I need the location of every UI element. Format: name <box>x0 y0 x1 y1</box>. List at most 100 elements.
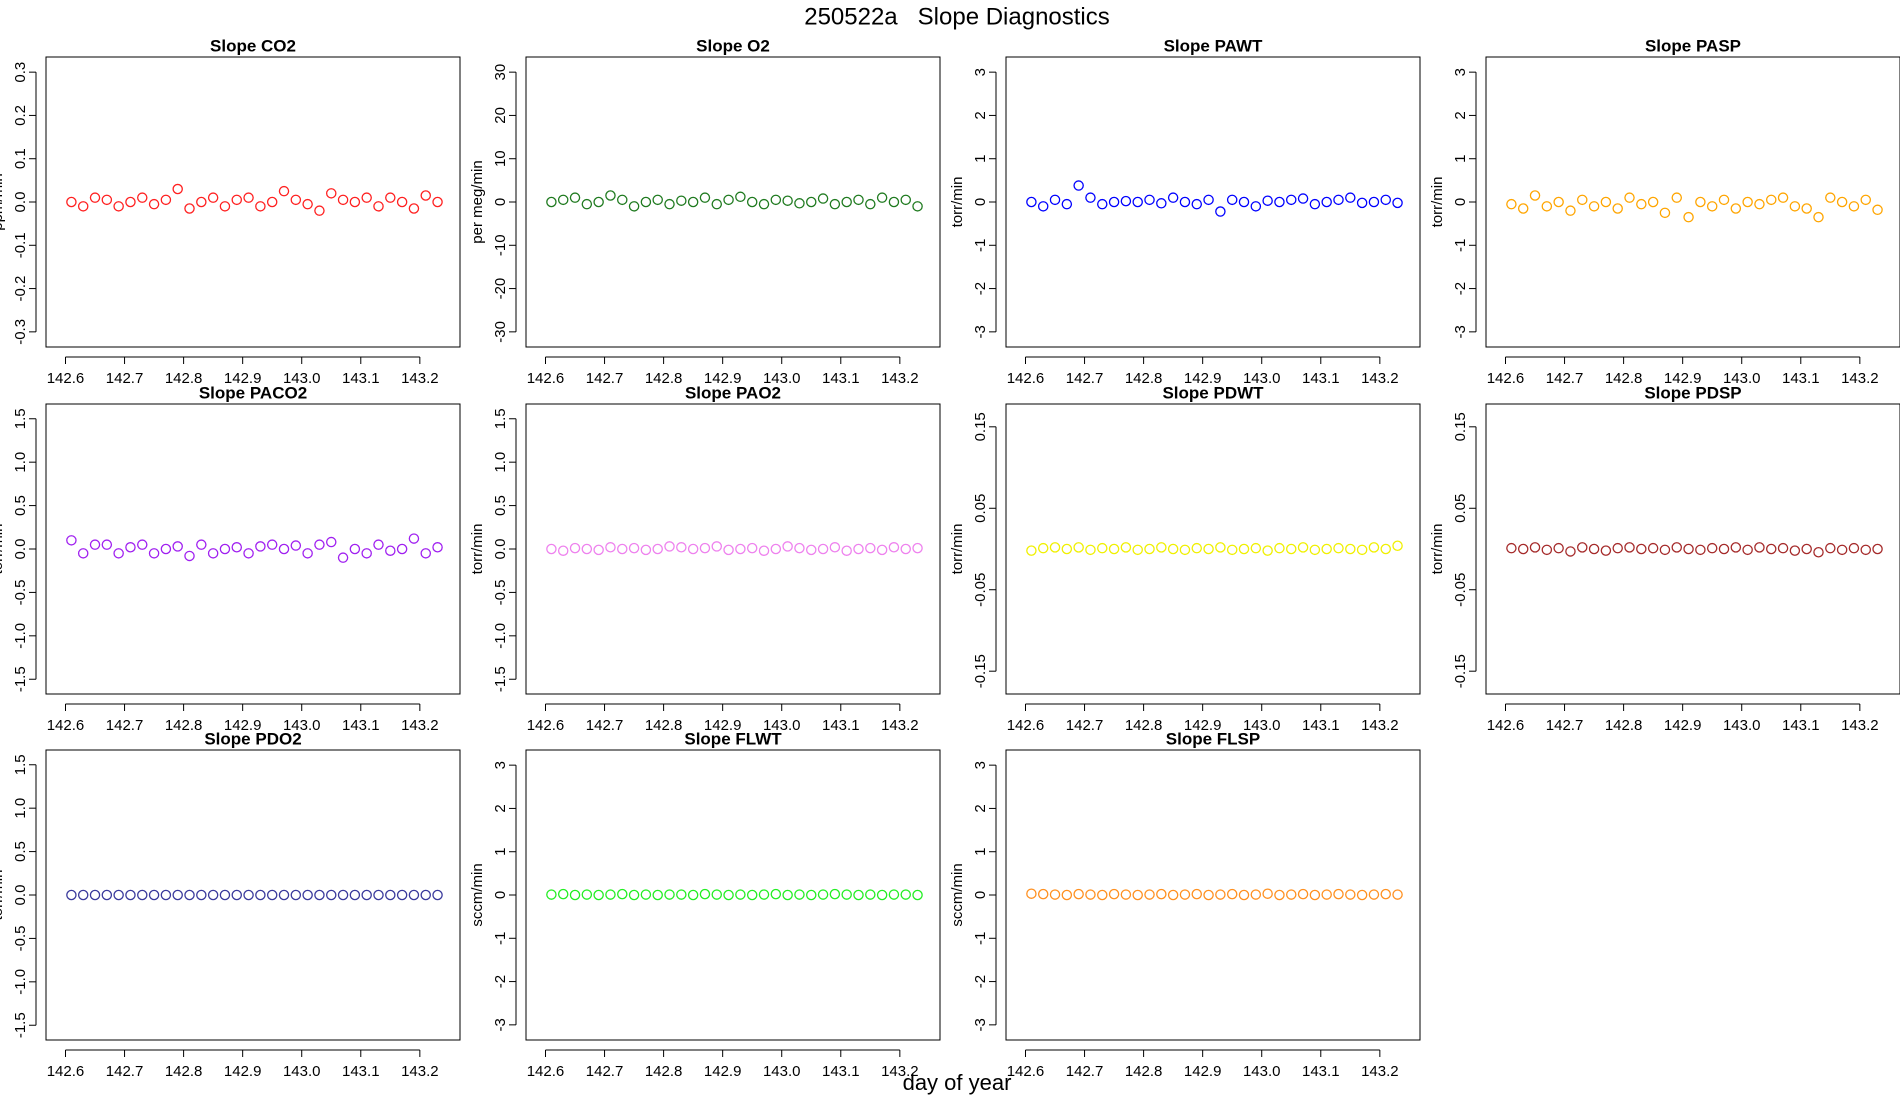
point <box>184 550 195 562</box>
point <box>1309 544 1321 556</box>
point <box>865 889 876 900</box>
x-tick-label: 143.1 <box>1302 717 1340 734</box>
point <box>664 889 675 900</box>
y-tick-label: 0 <box>1452 198 1469 206</box>
point <box>1262 195 1273 206</box>
y-axis-label: torr/min <box>949 524 966 575</box>
point <box>1085 544 1096 556</box>
point <box>1368 196 1380 208</box>
point <box>664 541 675 552</box>
panel: Slope O2 per meg/min 142.6 142.7 142.8 142.9 1… <box>469 36 941 387</box>
x-tick-label: 142.8 <box>1125 717 1163 734</box>
point <box>1671 542 1683 553</box>
plot-frame <box>1485 56 1900 348</box>
point <box>408 889 420 901</box>
point <box>1120 889 1132 900</box>
point <box>337 889 349 901</box>
point <box>699 542 711 554</box>
x-tick-label: 142.6 <box>527 1063 565 1080</box>
point <box>385 545 396 556</box>
point <box>829 888 841 900</box>
point <box>326 536 337 548</box>
point <box>782 541 793 552</box>
point <box>617 194 628 206</box>
point <box>1683 211 1694 223</box>
point <box>735 543 746 555</box>
y-tick-label: -3 <box>972 1018 989 1031</box>
x-tick-label: 142.7 <box>1546 717 1584 734</box>
x-tick-label: 143.0 <box>283 370 321 387</box>
point <box>1262 888 1273 899</box>
point <box>1541 544 1553 556</box>
point <box>349 196 361 208</box>
point <box>125 542 136 553</box>
point <box>806 544 817 556</box>
x-tick-label: 142.9 <box>1664 717 1702 734</box>
point <box>1766 194 1777 206</box>
point <box>1061 543 1073 555</box>
point <box>699 192 711 203</box>
point <box>266 539 278 550</box>
point <box>1167 543 1179 555</box>
x-tick-label: 143.0 <box>763 370 801 387</box>
point <box>652 543 663 555</box>
x-tick-label: 143.0 <box>1243 370 1281 387</box>
point <box>770 888 782 900</box>
point <box>243 548 254 559</box>
x-tick-label: 143.1 <box>1782 370 1820 387</box>
point <box>160 194 172 206</box>
y-tick-label: 1.5 <box>12 408 29 429</box>
point <box>876 544 888 556</box>
x-tick-label: 143.2 <box>1361 370 1399 387</box>
y-tick-label: -0.5 <box>492 579 509 605</box>
point <box>1203 194 1214 206</box>
point <box>888 542 900 553</box>
point <box>1026 888 1037 899</box>
panel: Slope FLSP sccm/min 142.6 142.7 142.8 142.9 14… <box>949 729 1421 1080</box>
point <box>1777 542 1789 554</box>
point <box>1097 198 1108 210</box>
point <box>326 188 337 199</box>
y-tick-label: -0.1 <box>12 232 29 258</box>
point <box>420 889 431 901</box>
point <box>1766 543 1777 555</box>
point <box>1274 196 1285 208</box>
x-tick-label: 143.2 <box>1361 1063 1399 1080</box>
point <box>1356 889 1368 901</box>
point <box>66 196 77 208</box>
point <box>640 196 652 208</box>
x-tick-label: 142.9 <box>1184 370 1222 387</box>
y-axis-label: torr/min <box>949 177 966 228</box>
point <box>1132 889 1143 901</box>
point <box>569 542 581 554</box>
point <box>1836 196 1848 208</box>
y-tick-label: 20 <box>492 107 509 124</box>
x-tick-label: 143.0 <box>763 1063 801 1080</box>
point <box>1848 201 1860 212</box>
point <box>1226 544 1238 556</box>
x-tick-label: 143.2 <box>881 717 919 734</box>
y-tick-label: -0.05 <box>972 573 989 607</box>
point <box>172 183 183 195</box>
plot-frame <box>1005 403 1421 695</box>
point <box>900 889 911 900</box>
point <box>1226 194 1238 206</box>
point <box>817 543 829 555</box>
point <box>373 539 384 550</box>
point <box>408 203 420 214</box>
point <box>1073 542 1084 553</box>
point <box>1368 889 1380 900</box>
point <box>1825 542 1836 554</box>
point <box>888 889 900 900</box>
point <box>723 889 734 901</box>
point <box>1392 197 1403 209</box>
point <box>1238 196 1250 208</box>
point <box>1132 196 1143 208</box>
point <box>546 889 557 900</box>
point <box>77 548 89 559</box>
x-tick-label: 143.0 <box>1723 370 1761 387</box>
point <box>101 194 113 206</box>
point <box>1718 543 1730 555</box>
point <box>1321 543 1332 555</box>
y-axis-label: torr/min <box>0 870 6 921</box>
